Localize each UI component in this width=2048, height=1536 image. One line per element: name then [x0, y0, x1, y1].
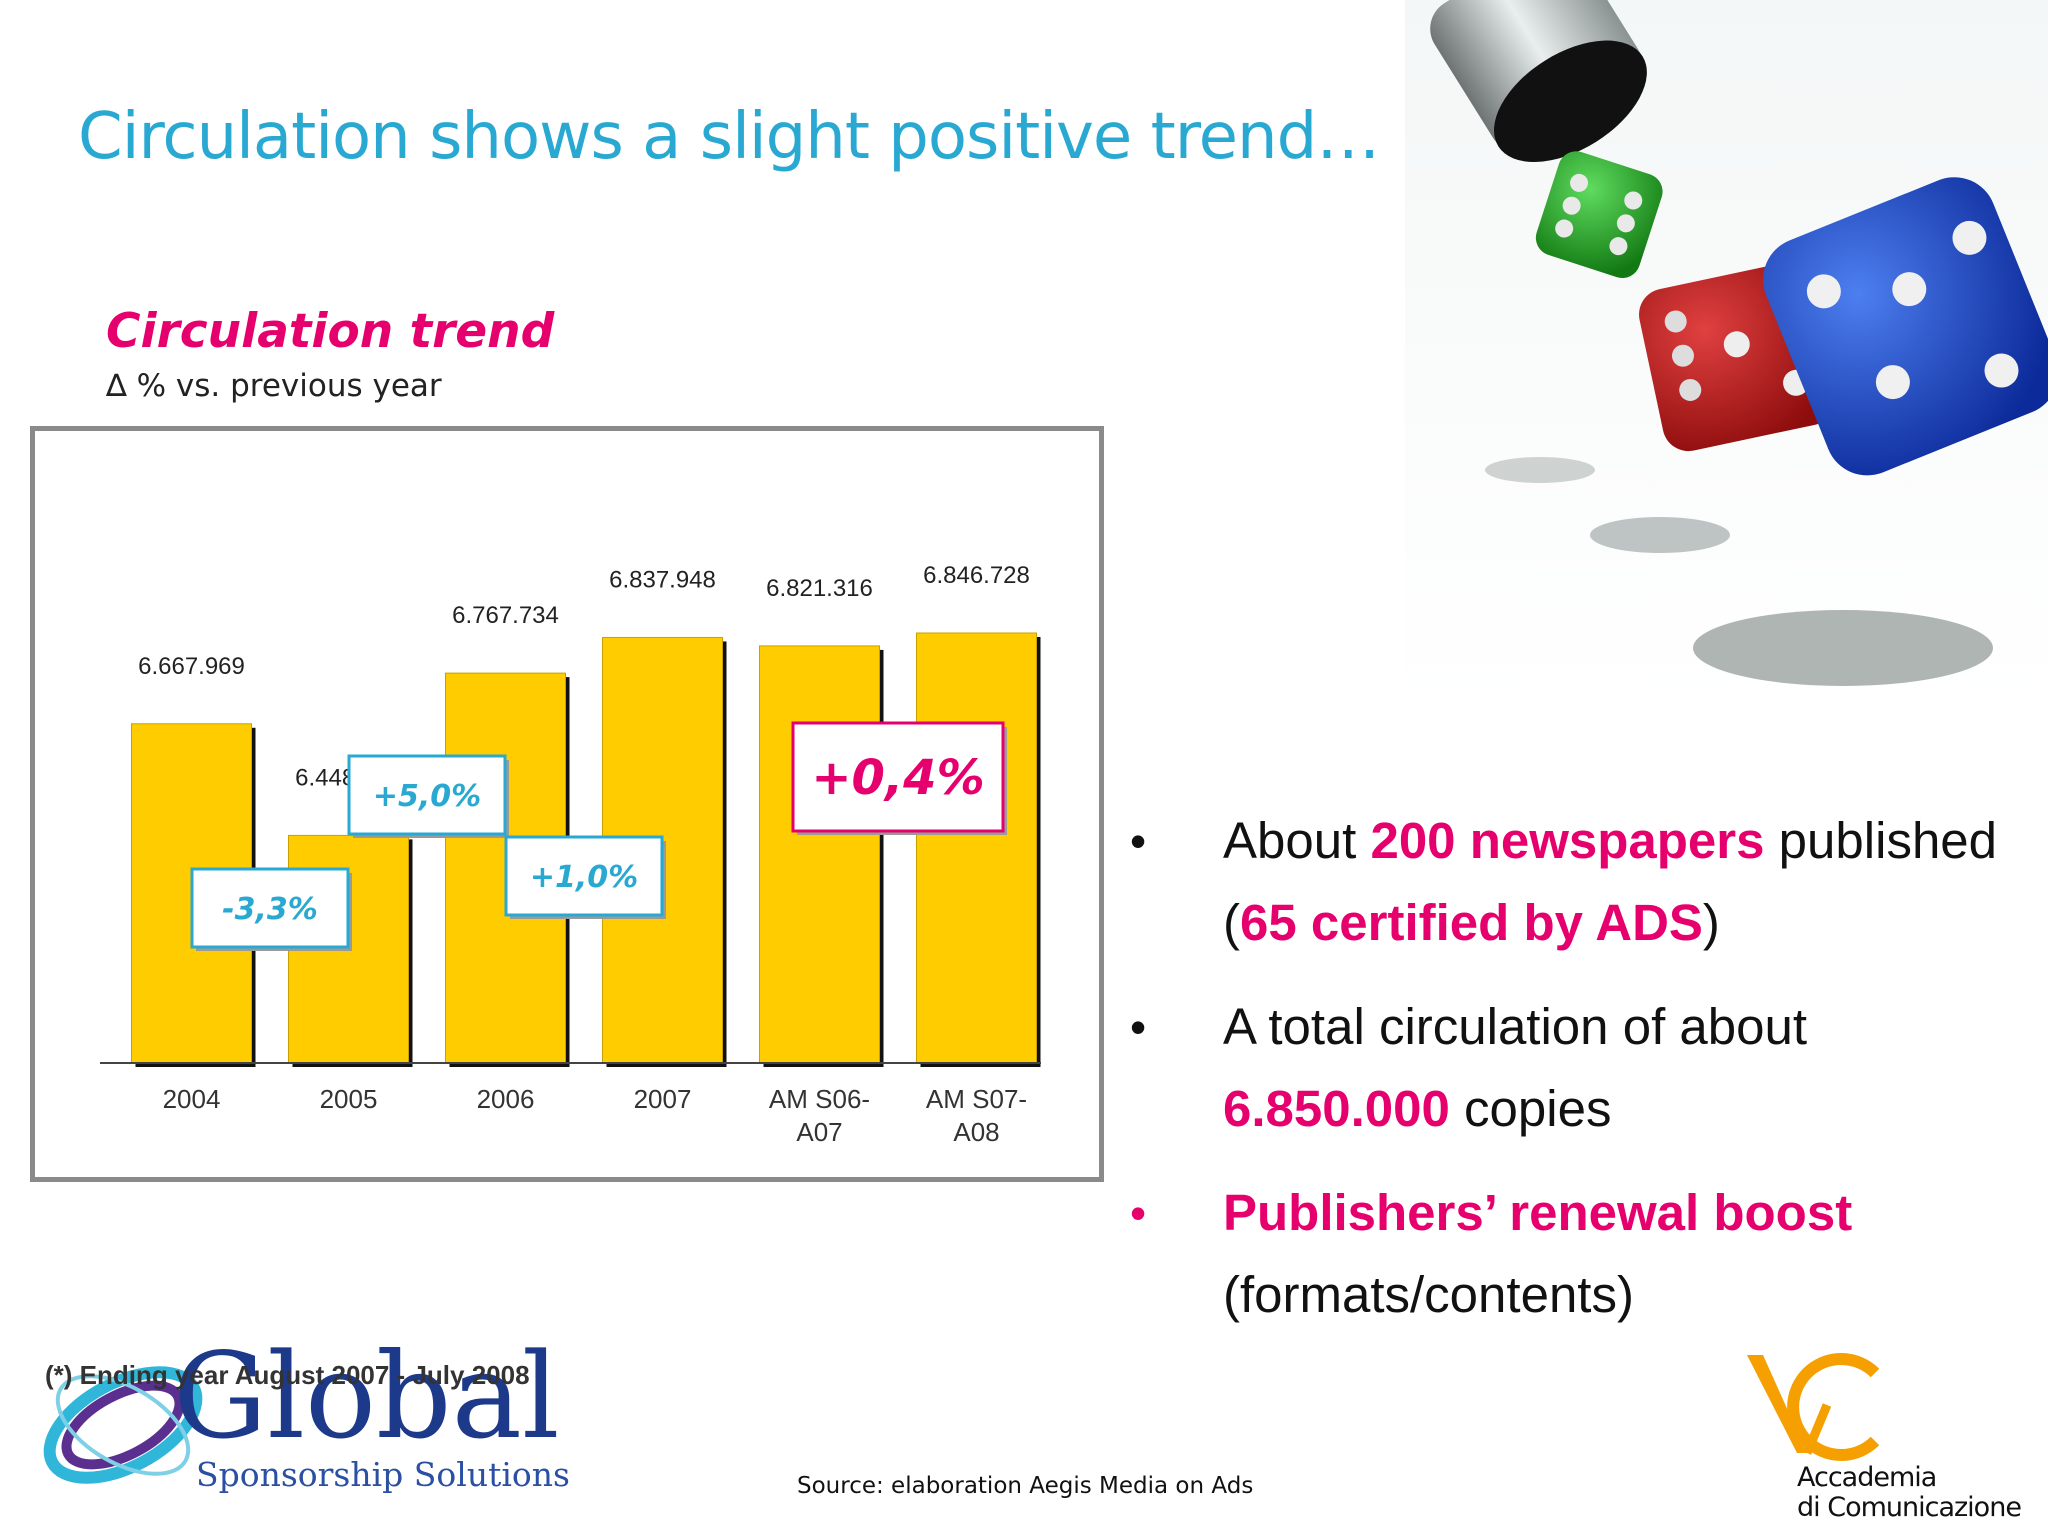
- bar-value-label: 6.767.734: [452, 602, 559, 629]
- academy-line-2: di Comunicazione: [1797, 1492, 2022, 1523]
- bar-value-label: 6.837.948: [609, 566, 716, 593]
- bar-value-label: 6.821.316: [766, 575, 873, 602]
- x-tick-label: 2007: [634, 1084, 692, 1114]
- chart-title: Circulation trend: [106, 304, 555, 359]
- bullet-item: • Publishers’ renewal boost (formats/con…: [1130, 1172, 2030, 1336]
- x-tick-label: AM S06-: [769, 1084, 870, 1114]
- chart-subtitle: ∆ % vs. previous year: [106, 368, 442, 404]
- global-logo: Global Sponsorship Solutions: [28, 1327, 570, 1510]
- academy-logo: Accademia di Comunicazione: [1745, 1345, 2022, 1525]
- change-label: -3,3%: [222, 892, 318, 927]
- bullet-list: • About 200 newspapers published (65 cer…: [1130, 800, 2030, 1358]
- bullet-text: About 200 newspapers published (65 certi…: [1223, 812, 1998, 951]
- change-box: [504, 835, 664, 917]
- change-label: +5,0%: [373, 779, 481, 814]
- bullet-item: • About 200 newspapers published (65 cer…: [1130, 800, 2030, 964]
- bar: [759, 645, 880, 1064]
- academy-logo-name: Accademia di Comunicazione: [1797, 1462, 2022, 1523]
- bullet-dot-icon: •: [1130, 815, 1147, 867]
- bar-value-label: 6.846.728: [923, 562, 1030, 589]
- bullet-item: • A total circulation of about 6.850.000…: [1130, 986, 2030, 1150]
- x-tick-label: AM S07-: [926, 1084, 1027, 1114]
- academy-line-1: Accademia: [1797, 1462, 1937, 1493]
- bar-value-label: 6.667.969: [138, 653, 245, 680]
- change-box: [190, 867, 350, 949]
- bullet-dot-icon: •: [1130, 1187, 1147, 1239]
- slide-title: Circulation shows a slight positive tren…: [78, 100, 1380, 174]
- academy-mark-icon: [1747, 1353, 1880, 1461]
- global-logo-word: Global: [173, 1327, 560, 1465]
- global-swoosh-icon: [43, 1366, 203, 1484]
- x-tick-label: 2005: [320, 1084, 378, 1114]
- change-label: +0,4%: [811, 750, 984, 806]
- bar: [916, 632, 1037, 1064]
- bullet-text: A total circulation of about 6.850.000 c…: [1223, 998, 1808, 1137]
- chart-frame: 6.667.96920046.448.17920056.767.73420066…: [30, 426, 1104, 1182]
- source-note: Source: elaboration Aegis Media on Ads: [797, 1473, 1254, 1499]
- bar-chart: 6.667.96920046.448.17920056.767.73420066…: [100, 562, 1041, 1147]
- change-box: [347, 754, 507, 836]
- bullet-text: Publishers’ renewal boost (formats/conte…: [1223, 1184, 1853, 1323]
- dice-image: [1405, 0, 2048, 703]
- x-tick-label: 2004: [163, 1084, 221, 1114]
- global-logo-tagline: Sponsorship Solutions: [196, 1455, 570, 1494]
- change-box: [791, 721, 1005, 833]
- x-tick-label: A08: [953, 1117, 999, 1147]
- chart-footnote: (*) Ending year August 2007 - July 2008: [45, 1360, 530, 1390]
- x-tick-label: A07: [796, 1117, 842, 1147]
- change-label: +1,0%: [530, 860, 638, 895]
- x-tick-label: 2006: [477, 1084, 535, 1114]
- bullet-dot-icon: •: [1130, 1001, 1147, 1053]
